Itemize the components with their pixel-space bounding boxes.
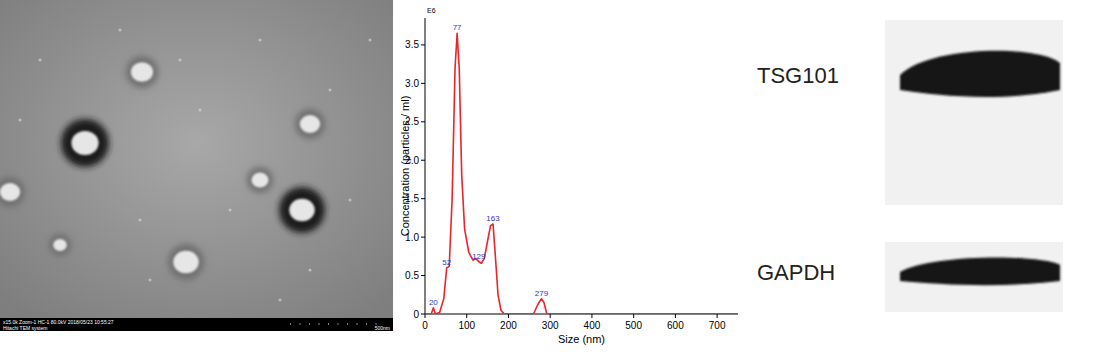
tem-particle [252,173,269,188]
y-tick [421,44,425,45]
y-axis-label: Concentration (particles / ml) [399,96,411,237]
peak-label: 77 [453,23,462,32]
y-tick [421,121,425,122]
tem-speck [139,219,142,222]
tem-speck [309,269,312,272]
tem-speck [349,199,352,202]
x-tick [591,314,592,318]
plot-area [425,33,738,314]
blot-band [900,51,1060,97]
y-tick-label: 3.0 [405,78,419,89]
x-tick [508,314,509,318]
x-tick-label: 100 [458,320,475,331]
peak-label: 20 [429,298,438,307]
y-tick [421,160,425,161]
tem-particle [0,183,20,201]
tem-scale-bar [290,324,385,325]
tem-speck [39,59,42,62]
tem-system: Hitachi TEM system [3,325,47,331]
y-tick-label: 3.5 [405,39,419,50]
x-tick-label: 500 [625,320,642,331]
x-tick-label: 300 [542,320,559,331]
y-multiplier: E6 [427,7,436,14]
tem-halo [0,177,25,207]
y-axis [425,18,426,314]
tem-speck [179,59,182,62]
x-tick [633,314,634,318]
tem-particle [131,62,153,82]
tem-scale-label: 500nm [375,325,390,331]
y-tick [421,198,425,199]
blot-label: TSG101 [757,63,839,88]
tem-speck [149,279,152,282]
y-tick [421,275,425,276]
peak-label: 52 [442,258,451,267]
blot-band [900,257,1060,285]
tem-particle [53,239,67,251]
y-tick [421,83,425,84]
tem-halo [279,187,325,233]
chart: 00.51.01.52.02.53.03.5010020030040050060… [399,7,738,345]
x-tick [466,314,467,318]
tem-speck [19,119,22,122]
tem-speck [199,109,202,112]
x-tick [425,314,426,318]
x-tick [550,314,551,318]
y-tick-label: 0 [413,309,419,320]
tem-particle [289,199,315,222]
tem-speck [279,299,282,302]
y-tick [421,314,425,315]
tem-background [0,0,393,318]
peak-label: 279 [535,289,549,298]
blot-membrane [885,242,1063,312]
tem-particle [300,115,320,133]
western-blot: TSG101 GAPDH [757,20,1063,312]
blot-membrane [885,20,1063,205]
tem-particle [173,251,199,274]
blot-label: GAPDH [757,260,835,285]
figure: x15.0k Zoom-1 HC-1 80.0kV 2018/05/23 10:… [0,0,1110,357]
peak-label: 129 [472,252,486,261]
tem-speck [369,39,372,42]
tem-speck [329,89,332,92]
tem-halo [247,167,273,193]
tem-panel: x15.0k Zoom-1 HC-1 80.0kV 2018/05/23 10:… [0,0,393,331]
x-tick-label: 400 [584,320,601,331]
tem-halo [295,109,325,139]
y-tick-label: 0.5 [405,270,419,281]
tem-halo [49,234,71,256]
peak-label: 163 [486,214,500,223]
tem-halo [126,56,158,88]
x-tick-label: 700 [709,320,726,331]
tem-halo [61,119,109,167]
x-tick-label: 0 [422,320,428,331]
x-tick [717,314,718,318]
x-tick-label: 600 [667,320,684,331]
tem-speck [119,29,122,32]
y-tick [421,237,425,238]
x-axis-label: Size (nm) [558,333,605,345]
tem-speck [259,39,262,42]
x-tick [675,314,676,318]
size-distribution-line [425,33,738,314]
tem-particle [71,131,98,155]
tem-halo [168,244,204,280]
x-tick-label: 200 [500,320,517,331]
tem-speck [229,209,232,212]
tem-info-bar [0,318,393,331]
